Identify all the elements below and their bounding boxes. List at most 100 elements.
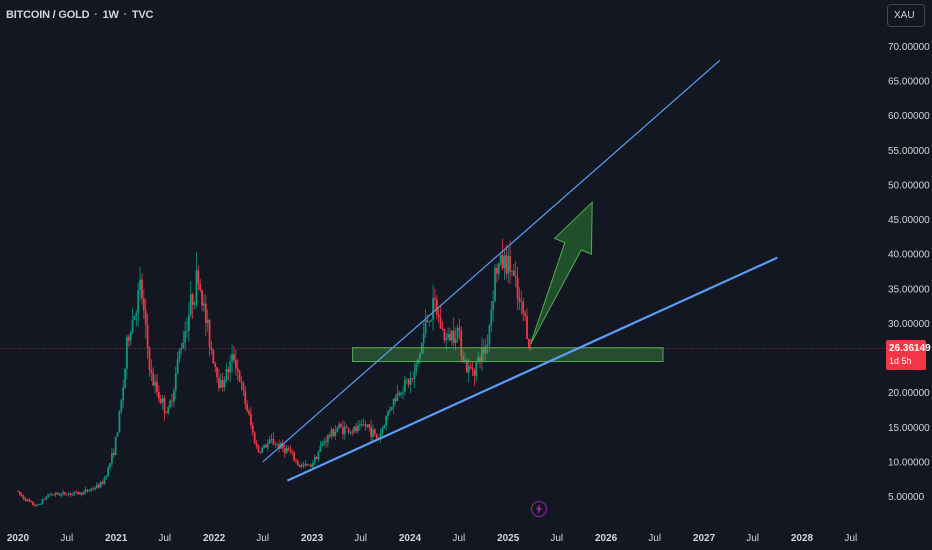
candle-body xyxy=(330,429,333,437)
candle-body xyxy=(129,332,132,341)
candle-body xyxy=(50,494,53,496)
candle-body xyxy=(469,366,472,369)
candle-body xyxy=(122,387,125,401)
candle-body xyxy=(54,492,57,495)
candle-body xyxy=(79,492,81,495)
candle-body xyxy=(496,267,498,274)
candle-body xyxy=(73,491,76,494)
candle-body xyxy=(342,427,344,435)
upper-trendline[interactable] xyxy=(262,59,721,463)
candle-body xyxy=(236,368,239,372)
candle-body xyxy=(313,457,316,464)
candle-body xyxy=(338,424,341,429)
interval-label[interactable]: 1W xyxy=(102,9,119,21)
candle-body xyxy=(257,446,260,453)
candle-body xyxy=(75,491,78,493)
candle-body xyxy=(317,451,320,460)
candle-body xyxy=(392,398,395,407)
candle-body xyxy=(172,391,175,402)
candle-body xyxy=(142,298,145,311)
candle-body xyxy=(475,362,478,376)
candle-body xyxy=(248,411,250,414)
candle-body xyxy=(503,255,506,269)
candle-body xyxy=(112,453,115,455)
candle-body xyxy=(492,300,495,310)
candle-body xyxy=(180,348,183,350)
candle-body xyxy=(326,435,329,443)
candle-body xyxy=(133,315,136,321)
candle-body xyxy=(278,444,280,449)
exchange-label: TVC xyxy=(131,9,154,21)
candle-body xyxy=(242,383,245,391)
candle-body xyxy=(82,491,85,495)
candle-body xyxy=(315,457,318,460)
x-tick-label: 2024 xyxy=(399,533,422,544)
candle-body xyxy=(477,357,480,363)
candle-body xyxy=(454,338,457,343)
currency-button[interactable]: XAU xyxy=(887,4,925,27)
candle-body xyxy=(415,363,418,372)
candle-body xyxy=(37,504,40,505)
candle-body xyxy=(370,427,372,437)
candle-body xyxy=(67,493,70,495)
symbol-name[interactable]: BITCOIN / GOLD xyxy=(6,9,90,21)
candle-body xyxy=(321,443,324,446)
candle-body xyxy=(473,369,476,376)
candle-body xyxy=(422,333,425,344)
candle-body xyxy=(445,337,448,341)
candle-body xyxy=(35,504,38,507)
candle-body xyxy=(332,429,335,437)
x-tick-label: Jul xyxy=(158,533,171,544)
candle-body xyxy=(43,499,46,501)
candle-body xyxy=(375,433,378,439)
candle-body xyxy=(381,428,384,434)
candle-body xyxy=(441,328,444,330)
candle-body xyxy=(336,428,339,432)
y-tick-label: 40.00000 xyxy=(888,250,930,261)
x-tick-label: Jul xyxy=(256,533,269,544)
candle-body xyxy=(263,445,265,448)
candle-body xyxy=(65,494,68,496)
candle-body xyxy=(159,399,162,403)
candle-body xyxy=(101,482,104,484)
candle-body xyxy=(148,349,151,370)
support-zone[interactable] xyxy=(352,347,664,363)
candle-body xyxy=(206,319,209,323)
candle-body xyxy=(514,275,517,278)
candle-body xyxy=(94,487,96,489)
candle-body xyxy=(497,263,500,274)
x-tick-label: 2028 xyxy=(791,533,814,544)
candle-body xyxy=(400,392,403,395)
candle-body xyxy=(394,398,397,401)
candle-body xyxy=(420,343,423,354)
candle-body xyxy=(499,255,502,264)
candle-body xyxy=(490,309,493,326)
candle-body xyxy=(212,349,215,364)
candle-body xyxy=(218,377,220,389)
candle-body xyxy=(465,360,468,373)
candle-body xyxy=(295,460,297,462)
x-tick-label: Jul xyxy=(60,533,73,544)
candle-body xyxy=(296,461,299,465)
candle-body xyxy=(261,447,264,453)
candle-body xyxy=(95,484,98,488)
candle-body xyxy=(131,320,134,333)
candle-body xyxy=(272,438,275,445)
candle-body xyxy=(259,452,262,454)
x-tick-label: 2020 xyxy=(7,533,30,544)
candle-body xyxy=(349,431,352,433)
candle-body xyxy=(452,330,455,343)
candle-body xyxy=(41,499,44,505)
candle-body xyxy=(402,391,404,393)
candle-body xyxy=(298,464,301,467)
lower-trendline[interactable] xyxy=(286,256,778,482)
candle-body xyxy=(511,270,513,272)
candle-body xyxy=(351,431,354,433)
candle-body xyxy=(45,497,48,500)
lightning-icon[interactable] xyxy=(531,501,547,517)
candle-body xyxy=(208,319,211,348)
projection-arrow[interactable] xyxy=(530,201,593,345)
candle-body xyxy=(30,501,33,503)
candle-body xyxy=(347,427,350,433)
